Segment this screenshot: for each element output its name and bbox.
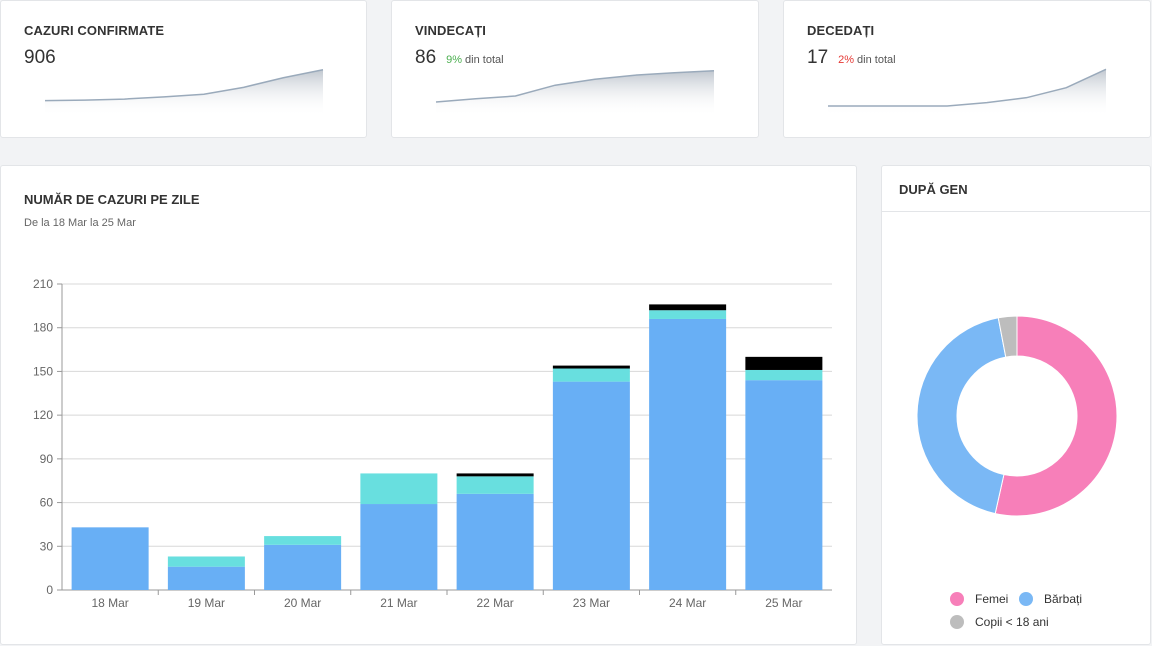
y-tick-label: 60	[40, 496, 54, 510]
x-tick-label: 23 Mar	[573, 596, 610, 610]
x-tick-label: 19 Mar	[188, 596, 225, 610]
legend-dot	[950, 592, 964, 606]
recovered-sparkline	[435, 70, 715, 116]
stat-value: 86	[415, 47, 437, 68]
bar-segment[interactable]	[745, 380, 823, 590]
bar-segment[interactable]	[745, 369, 823, 381]
sparkline-area	[45, 69, 323, 116]
legend-dot	[950, 615, 964, 629]
legend-item-barbati[interactable]: Bărbați	[1019, 592, 1082, 606]
bar-segment[interactable]	[264, 544, 342, 590]
stat-percent: 2%	[838, 54, 855, 66]
stat-value-row: 906	[24, 47, 56, 69]
legend-dot	[1019, 592, 1033, 606]
legend-label: Copii < 18 ani	[975, 615, 1049, 629]
stat-title: VINDECAȚI	[415, 23, 486, 38]
x-tick-label: 21 Mar	[380, 596, 417, 610]
bar-segment[interactable]	[552, 381, 630, 590]
bar-segment[interactable]	[745, 356, 823, 370]
y-tick-label: 150	[33, 364, 53, 378]
stat-percent-suffix: din total	[857, 54, 896, 66]
stat-percent: 9%	[446, 54, 463, 66]
donut-slice[interactable]	[994, 315, 1118, 517]
bar-segment[interactable]	[456, 493, 534, 590]
chart-subtitle: De la 18 Mar la 25 Mar	[24, 217, 136, 229]
sparkline-line	[435, 70, 715, 103]
stat-title: CAZURI CONFIRMATE	[24, 23, 165, 38]
y-tick-label: 210	[33, 277, 53, 291]
y-tick-label: 120	[33, 408, 53, 422]
stat-card-deceased: DECEDAȚI 17 2% din total	[783, 0, 1151, 138]
bar-segment[interactable]	[167, 566, 245, 590]
bar-segment[interactable]	[167, 556, 245, 567]
x-tick-label: 20 Mar	[284, 596, 321, 610]
x-tick-label: 24 Mar	[669, 596, 706, 610]
bar-segment[interactable]	[264, 536, 342, 545]
bar-segment[interactable]	[552, 365, 630, 369]
legend-label: Femei	[975, 592, 1009, 606]
y-tick-label: 0	[46, 583, 53, 597]
legend-item-femei[interactable]: Femei	[950, 592, 1008, 606]
y-tick-label: 90	[40, 452, 54, 466]
bar-segment[interactable]	[552, 368, 630, 382]
stat-value: 17	[807, 47, 829, 68]
donut-slice[interactable]	[997, 315, 1018, 358]
sparkline-line	[828, 68, 1107, 107]
stat-value: 906	[24, 47, 56, 68]
bar-segment[interactable]	[456, 473, 534, 477]
y-tick-label: 30	[40, 539, 54, 553]
x-tick-label: 18 Mar	[91, 596, 128, 610]
chart-title: NUMĂR DE CAZURI PE ZILE	[24, 192, 200, 207]
deceased-sparkline	[828, 68, 1107, 116]
bar-segment[interactable]	[360, 473, 438, 505]
y-tick-label: 180	[33, 321, 53, 335]
gender-card: DUPĂ GEN Femei Bărbați Copii < 18 ani	[881, 165, 1151, 645]
daily-cases-bar-chart: 0 30 60 90 120 150 180 210 18 Mar 19 Mar 20 Mar 21 …	[33, 277, 832, 610]
stat-value-row: 86 9% din total	[415, 47, 504, 69]
gender-donut-chart	[916, 315, 1118, 517]
legend-item-copii[interactable]: Copii < 18 ani	[950, 615, 1049, 629]
stat-title: DECEDAȚI	[807, 23, 875, 38]
confirmed-sparkline	[44, 68, 324, 116]
stat-percent-suffix: din total	[465, 54, 504, 66]
bar-segment[interactable]	[649, 304, 727, 311]
bar-segment[interactable]	[649, 310, 727, 319]
stat-card-confirmed: CAZURI CONFIRMATE 906	[0, 0, 367, 138]
legend-label: Bărbați	[1044, 592, 1083, 606]
stat-value-row: 17 2% din total	[807, 47, 896, 69]
x-tick-label: 25 Mar	[765, 596, 802, 610]
stat-card-recovered: VINDECAȚI 86 9% din total	[391, 0, 759, 138]
sparkline-area	[436, 70, 714, 116]
bar-segment[interactable]	[456, 476, 534, 494]
bar-segment[interactable]	[649, 318, 727, 590]
sparkline-line	[44, 68, 324, 102]
gender-card-title: DUPĂ GEN	[899, 182, 968, 197]
x-tick-label: 22 Mar	[476, 596, 513, 610]
bar-segment[interactable]	[71, 527, 149, 590]
divider	[882, 211, 1150, 212]
sparkline-area	[828, 69, 1106, 116]
donut-slice[interactable]	[916, 317, 1007, 515]
bar-segment[interactable]	[360, 504, 438, 590]
